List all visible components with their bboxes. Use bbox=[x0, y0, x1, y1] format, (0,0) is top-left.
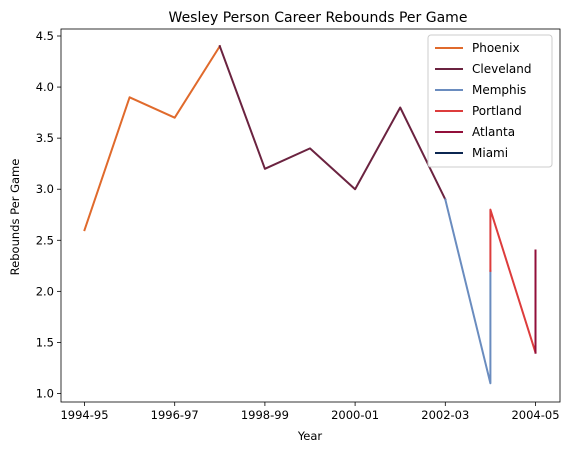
series-line-portland bbox=[489, 208, 537, 354]
y-tick-label: 2.0 bbox=[36, 284, 54, 298]
axes-frame bbox=[60, 28, 561, 403]
x-tick-label: 1996-97 bbox=[151, 408, 199, 422]
axes: 1994-95 1996-97 1998-99 2000-01 2002-03 2004-… bbox=[36, 28, 561, 422]
chart-title: Wesley Person Career Rebounds Per Game bbox=[169, 10, 468, 26]
series-line-cleveland bbox=[218, 44, 447, 201]
y-tick-label: 2.5 bbox=[36, 233, 54, 247]
legend-label-memphis: Memphis bbox=[472, 83, 526, 97]
legend-label-miami: Miami bbox=[472, 146, 508, 160]
y-tick-label: 4.0 bbox=[36, 80, 54, 94]
y-tick-label: 4.5 bbox=[36, 29, 54, 43]
y-tick-label: 1.5 bbox=[36, 335, 54, 349]
legend-label-portland: Portland bbox=[472, 104, 522, 118]
x-tick-label: 1994-95 bbox=[60, 408, 108, 422]
y-tick-label: 3.0 bbox=[36, 182, 54, 196]
y-tick-label: 3.5 bbox=[36, 131, 54, 145]
legend-label-phoenix: Phoenix bbox=[472, 41, 520, 55]
x-tick-label: 1998-99 bbox=[241, 408, 289, 422]
series-line-phoenix bbox=[83, 44, 222, 232]
x-tick-label: 2004-05 bbox=[511, 408, 559, 422]
x-tick-label: 2000-01 bbox=[331, 408, 379, 422]
legend-label-cleveland: Cleveland bbox=[472, 62, 532, 76]
y-tick-label: 1.0 bbox=[36, 387, 54, 401]
legend-label-atlanta: Atlanta bbox=[472, 125, 515, 139]
plot-area bbox=[83, 44, 537, 385]
y-axis-label: Rebounds Per Game bbox=[8, 159, 22, 276]
x-tick-label: 2002-03 bbox=[421, 408, 469, 422]
x-axis-label: Year bbox=[297, 429, 323, 443]
series-line-memphis bbox=[444, 198, 492, 385]
legend: Phoenix Cleveland Memphis Portland Atlanta Mi… bbox=[427, 34, 553, 168]
